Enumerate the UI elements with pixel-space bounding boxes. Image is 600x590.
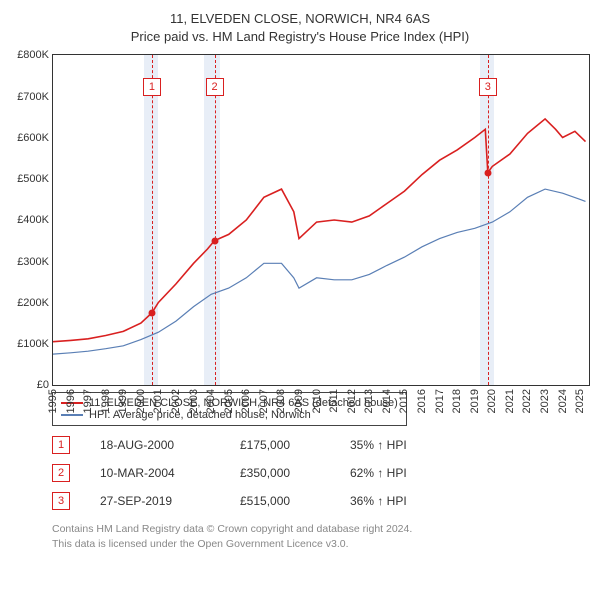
x-tick-label: 1995: [47, 389, 59, 413]
sale-row: 3 27-SEP-2019 £515,000 36% ↑ HPI: [52, 492, 590, 510]
sale-price: £175,000: [240, 438, 320, 452]
sale-diff: 62% ↑ HPI: [350, 466, 407, 480]
x-tick-label: 2002: [170, 389, 182, 413]
price-chart: £0£100K£200K£300K£400K£500K£600K£700K£80…: [52, 54, 590, 386]
x-tick-label: 2019: [469, 389, 481, 413]
x-tick-label: 2022: [521, 389, 533, 413]
sales-list: 1 18-AUG-2000 £175,000 35% ↑ HPI 2 10-MA…: [52, 436, 590, 510]
x-tick-label: 2016: [416, 389, 428, 413]
sale-date: 27-SEP-2019: [100, 494, 210, 508]
x-tick-label: 2018: [451, 389, 463, 413]
sale-badge: 3: [52, 492, 70, 510]
x-tick-label: 2011: [328, 389, 340, 413]
sale-diff: 36% ↑ HPI: [350, 494, 407, 508]
sale-date: 18-AUG-2000: [100, 438, 210, 452]
x-tick-label: 2013: [363, 389, 375, 413]
attribution-line: Contains HM Land Registry data © Crown c…: [52, 522, 590, 536]
y-tick-label: £500K: [17, 173, 49, 185]
y-tick-label: £800K: [17, 49, 49, 61]
y-tick-label: £200K: [17, 297, 49, 309]
x-tick-label: 2017: [434, 389, 446, 413]
y-tick-label: £600K: [17, 132, 49, 144]
x-tick-label: 2005: [223, 389, 235, 413]
x-tick-label: 2025: [574, 389, 586, 413]
x-tick-label: 2004: [205, 389, 217, 413]
x-tick-label: 2009: [293, 389, 305, 413]
title-address: 11, ELVEDEN CLOSE, NORWICH, NR4 6AS: [10, 10, 590, 28]
sale-price: £350,000: [240, 466, 320, 480]
sale-date: 10-MAR-2004: [100, 466, 210, 480]
x-tick-label: 2021: [504, 389, 516, 413]
x-tick-label: 2012: [346, 389, 358, 413]
x-tick-label: 2006: [240, 389, 252, 413]
sale-badge: 1: [52, 436, 70, 454]
x-tick-label: 1998: [100, 389, 112, 413]
x-tick-label: 1996: [65, 389, 77, 413]
x-tick-label: 2020: [486, 389, 498, 413]
sale-row: 1 18-AUG-2000 £175,000 35% ↑ HPI: [52, 436, 590, 454]
x-tick-label: 2008: [275, 389, 287, 413]
sale-price: £515,000: [240, 494, 320, 508]
y-tick-label: £300K: [17, 256, 49, 268]
y-tick-label: £400K: [17, 214, 49, 226]
x-tick-label: 1999: [117, 389, 129, 413]
chart-title-block: 11, ELVEDEN CLOSE, NORWICH, NR4 6AS Pric…: [10, 10, 590, 46]
x-tick-label: 2023: [539, 389, 551, 413]
y-tick-label: £700K: [17, 91, 49, 103]
y-tick-label: £100K: [17, 338, 49, 350]
series-hpi: [53, 189, 586, 354]
legend-swatch: [61, 414, 83, 416]
x-tick-label: 2003: [188, 389, 200, 413]
title-subtitle: Price paid vs. HM Land Registry's House …: [10, 28, 590, 46]
sale-diff: 35% ↑ HPI: [350, 438, 407, 452]
sale-badge: 2: [52, 464, 70, 482]
attribution-line: This data is licensed under the Open Gov…: [52, 537, 590, 551]
attribution: Contains HM Land Registry data © Crown c…: [52, 522, 590, 550]
x-tick-label: 2000: [135, 389, 147, 413]
x-tick-label: 2024: [557, 389, 569, 413]
x-tick-label: 2001: [152, 389, 164, 413]
x-tick-label: 2010: [311, 389, 323, 413]
x-tick-label: 2015: [398, 389, 410, 413]
x-tick-label: 1997: [82, 389, 94, 413]
series-property: [53, 119, 586, 342]
x-tick-label: 2014: [381, 389, 393, 413]
x-tick-label: 2007: [258, 389, 270, 413]
sale-row: 2 10-MAR-2004 £350,000 62% ↑ HPI: [52, 464, 590, 482]
